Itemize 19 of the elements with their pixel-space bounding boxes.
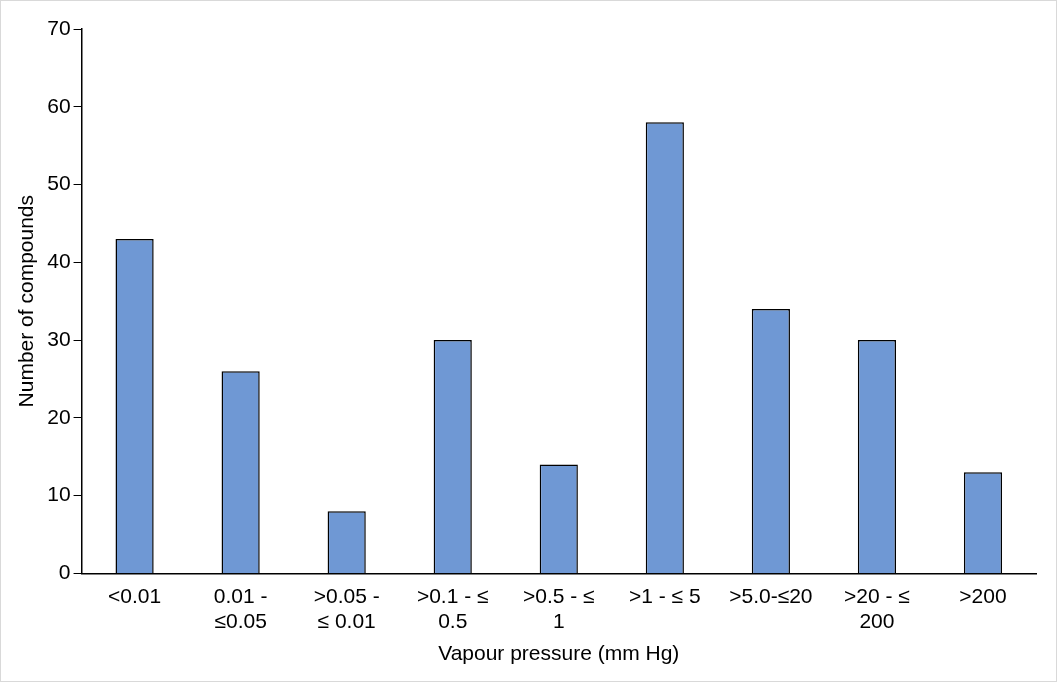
- y-tick-label: 70: [47, 15, 71, 39]
- y-tick-label: 0: [58, 560, 71, 584]
- y-axis-title: Number of compounds: [14, 194, 38, 408]
- x-tick-label: >1 - ≤ 5: [629, 583, 701, 607]
- x-tick-label: >20 - ≤ 200: [844, 583, 910, 632]
- y-tick-label: 20: [47, 404, 71, 428]
- y-tick-label: 10: [47, 482, 71, 506]
- x-tick-label: 0.01 - ≤0.05: [213, 583, 268, 632]
- y-tick-label: 30: [47, 326, 71, 350]
- x-tick-label: >0.05 - ≤ 0.01: [313, 583, 380, 632]
- x-tick-label: >5.0-≤20: [729, 583, 813, 607]
- x-tick-label: <0.01: [108, 583, 162, 607]
- x-tick-label: >0.1 - ≤ 0.5: [416, 583, 489, 632]
- x-tick-label: >200: [959, 583, 1007, 607]
- y-tick-label: 60: [47, 93, 71, 117]
- x-tick-label: >0.5 - ≤ 1: [522, 583, 595, 632]
- y-tick-label: 40: [47, 249, 71, 273]
- y-tick-label: 50: [47, 171, 71, 195]
- x-axis-title: Vapour pressure (mm Hg): [438, 641, 680, 665]
